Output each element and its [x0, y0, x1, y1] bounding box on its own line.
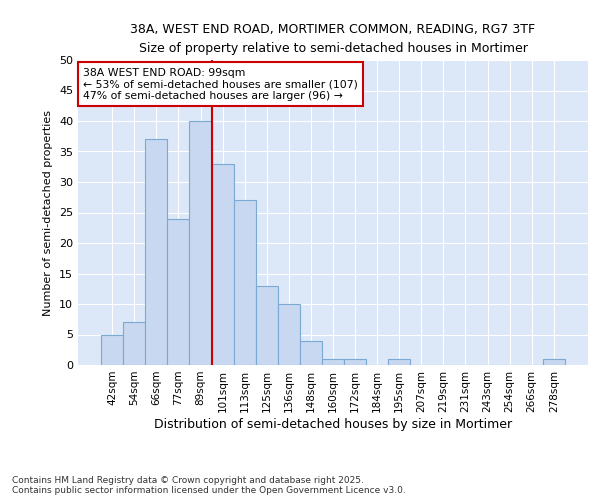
Text: Contains HM Land Registry data © Crown copyright and database right 2025.
Contai: Contains HM Land Registry data © Crown c…	[12, 476, 406, 495]
Y-axis label: Number of semi-detached properties: Number of semi-detached properties	[43, 110, 53, 316]
Bar	[322, 359, 344, 365]
Bar	[190, 121, 212, 365]
Bar	[300, 340, 322, 365]
Bar	[278, 304, 300, 365]
Bar	[344, 359, 366, 365]
Title: 38A, WEST END ROAD, MORTIMER COMMON, READING, RG7 3TF
Size of property relative : 38A, WEST END ROAD, MORTIMER COMMON, REA…	[130, 22, 536, 54]
Bar	[145, 140, 167, 365]
Bar	[388, 359, 410, 365]
Bar	[543, 359, 565, 365]
Bar	[123, 322, 145, 365]
Bar	[212, 164, 233, 365]
Bar	[101, 334, 123, 365]
Bar	[167, 218, 190, 365]
Bar	[256, 286, 278, 365]
Bar	[233, 200, 256, 365]
X-axis label: Distribution of semi-detached houses by size in Mortimer: Distribution of semi-detached houses by …	[154, 418, 512, 430]
Text: 38A WEST END ROAD: 99sqm
← 53% of semi-detached houses are smaller (107)
47% of : 38A WEST END ROAD: 99sqm ← 53% of semi-d…	[83, 68, 358, 101]
